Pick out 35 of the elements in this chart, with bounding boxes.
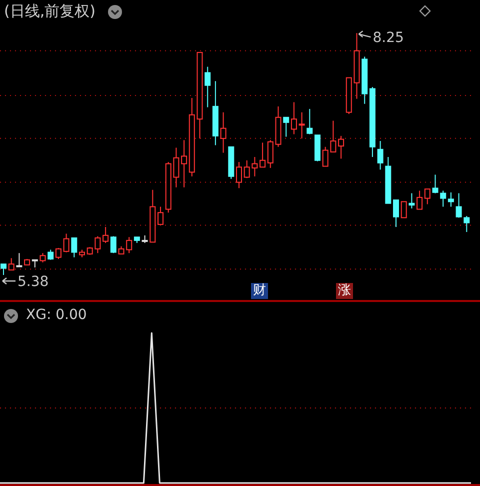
candlestick bbox=[63, 233, 70, 253]
candlestick bbox=[290, 102, 297, 135]
candlestick bbox=[0, 264, 6, 276]
text: 财 bbox=[251, 283, 268, 299]
candlestick bbox=[16, 252, 22, 268]
candlestick bbox=[48, 249, 54, 260]
candlestick bbox=[298, 112, 305, 139]
candlestick bbox=[71, 237, 78, 258]
chart-title: (日线,前复权) bbox=[4, 2, 96, 21]
candlestick bbox=[204, 66, 211, 108]
candlestick bbox=[110, 236, 116, 254]
candlestick bbox=[306, 108, 313, 135]
annotation: 8.25 bbox=[372, 30, 404, 46]
candlestick bbox=[102, 226, 109, 244]
candlestick bbox=[400, 201, 407, 218]
candlestick bbox=[8, 258, 14, 270]
candlestick bbox=[448, 192, 454, 208]
candlestick bbox=[40, 252, 46, 263]
candlestick bbox=[158, 206, 164, 225]
chart-title: XG: 0.00 bbox=[26, 307, 87, 323]
annotation: 5.38 bbox=[18, 274, 49, 290]
text: 涨 bbox=[336, 283, 353, 299]
candlestick bbox=[181, 140, 188, 188]
candlestick bbox=[377, 140, 384, 170]
candlestick bbox=[393, 199, 399, 228]
candlestick bbox=[283, 116, 290, 138]
candlestick bbox=[338, 135, 344, 160]
candlestick bbox=[408, 192, 415, 209]
candlestick bbox=[267, 140, 274, 168]
candlestick bbox=[424, 188, 430, 205]
candlestick bbox=[416, 190, 423, 210]
candlestick bbox=[236, 162, 242, 189]
candlestick bbox=[260, 142, 266, 168]
candlestick bbox=[220, 112, 226, 154]
candlestick bbox=[55, 248, 62, 260]
